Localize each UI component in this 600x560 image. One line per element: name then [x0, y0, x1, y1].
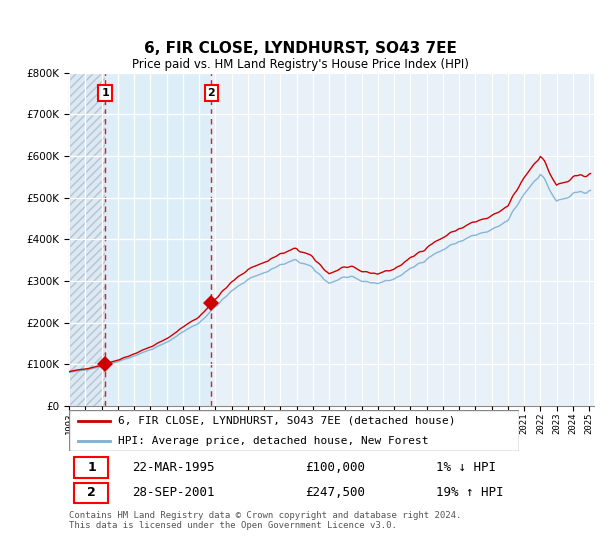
Bar	[74, 458, 109, 478]
Text: 6, FIR CLOSE, LYNDHURST, SO43 7EE (detached house): 6, FIR CLOSE, LYNDHURST, SO43 7EE (detac…	[119, 416, 456, 426]
Text: 1: 1	[87, 461, 96, 474]
Text: 22-MAR-1995: 22-MAR-1995	[132, 461, 215, 474]
Text: 19% ↑ HPI: 19% ↑ HPI	[437, 487, 504, 500]
Bar	[105, 73, 211, 406]
Text: Contains HM Land Registry data © Crown copyright and database right 2024.
This d: Contains HM Land Registry data © Crown c…	[69, 511, 461, 530]
Text: HPI: Average price, detached house, New Forest: HPI: Average price, detached house, New …	[119, 436, 429, 446]
Text: £100,000: £100,000	[305, 461, 365, 474]
Text: 1% ↓ HPI: 1% ↓ HPI	[437, 461, 497, 474]
Bar	[74, 483, 109, 503]
Text: 2: 2	[87, 487, 96, 500]
Text: 6, FIR CLOSE, LYNDHURST, SO43 7EE: 6, FIR CLOSE, LYNDHURST, SO43 7EE	[143, 41, 457, 56]
Bar	[69, 73, 105, 406]
Text: 28-SEP-2001: 28-SEP-2001	[132, 487, 215, 500]
Text: 1: 1	[101, 88, 109, 98]
Text: 2: 2	[208, 88, 215, 98]
Text: Price paid vs. HM Land Registry's House Price Index (HPI): Price paid vs. HM Land Registry's House …	[131, 58, 469, 71]
Text: £247,500: £247,500	[305, 487, 365, 500]
